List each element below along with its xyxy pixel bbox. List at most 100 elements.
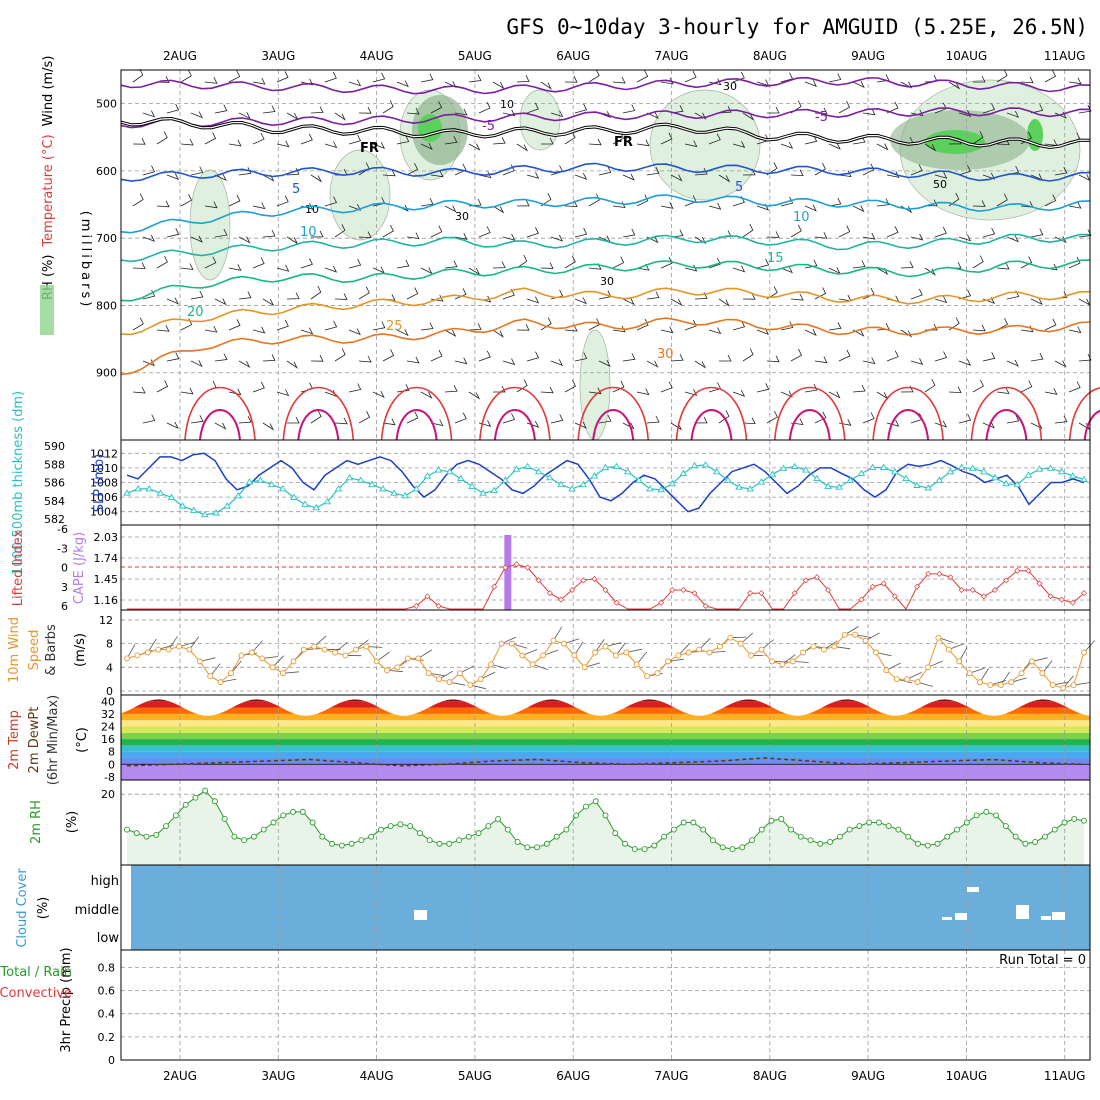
rh-marker xyxy=(602,812,609,819)
wind-barb xyxy=(1030,228,1044,238)
contour-label: -5 xyxy=(482,119,495,134)
wind-barb xyxy=(708,257,721,269)
wind-barb xyxy=(958,234,972,242)
wind-barb xyxy=(550,359,564,367)
thickness-marker xyxy=(123,489,131,496)
pressure-tick-label: 900 xyxy=(96,367,117,380)
lifted-index-marker xyxy=(825,586,832,593)
thickness-tick-label: 590 xyxy=(44,440,65,453)
wind-barb xyxy=(406,287,419,300)
thickness-marker xyxy=(178,502,187,509)
wind-barb xyxy=(804,135,818,145)
wind-barb xyxy=(420,322,434,331)
wind-speed-marker xyxy=(373,658,380,665)
cloud-axis-label: Cloud Cover xyxy=(15,868,30,948)
instability-frame xyxy=(120,524,1091,611)
wind-barb xyxy=(646,291,660,300)
lifted-index-marker xyxy=(535,577,542,584)
wind-barb xyxy=(646,360,659,368)
rh-marker xyxy=(153,831,160,838)
thickness-marker xyxy=(802,466,810,473)
wind-barb xyxy=(742,223,754,238)
rh-marker xyxy=(905,833,912,840)
wind-barb xyxy=(1068,77,1082,85)
temperature-band xyxy=(121,699,1090,702)
wind-speed-marker xyxy=(311,643,318,650)
slp-tick-label: 1012 xyxy=(90,447,118,460)
wind-speed-marker xyxy=(217,679,224,686)
thickness-marker xyxy=(523,462,532,470)
rh-marker xyxy=(983,808,990,815)
wind-barb xyxy=(420,267,433,275)
precip-total-label: Total / Rain xyxy=(0,965,72,980)
temp-tick-label: 40 xyxy=(101,695,115,708)
wind-barb xyxy=(1068,201,1082,209)
rh-marker xyxy=(241,837,248,844)
wind-barb xyxy=(958,165,971,176)
wind-barb xyxy=(454,108,468,116)
wind-barb xyxy=(574,227,588,238)
wind-barb xyxy=(262,354,276,362)
thickness-line xyxy=(126,464,1085,516)
pressure-axis-label: (millibars) xyxy=(78,211,93,310)
thickness-marker xyxy=(345,473,354,481)
wind-barb xyxy=(804,383,818,393)
wind-barb xyxy=(814,356,828,364)
date-axis-top: 2AUG 3AUG 4AUG 5AUG 6AUG 7AUG 8AUG 9AUG 10AUG 11A… xyxy=(163,49,1085,63)
thickness-marker xyxy=(434,466,443,473)
rh-marker xyxy=(954,826,961,833)
rh-marker xyxy=(1081,817,1087,824)
wind-barb xyxy=(156,76,170,83)
wind-tick-label: 12 xyxy=(99,614,113,627)
wind-speed-marker xyxy=(228,670,234,677)
contour-label: 20 xyxy=(187,305,204,320)
wind-barb xyxy=(228,264,242,271)
wind-speed-marker xyxy=(1081,649,1087,656)
wind-barb xyxy=(382,169,396,177)
wind-barb xyxy=(430,349,443,362)
wind-barb xyxy=(876,198,890,207)
temperature-isoline xyxy=(120,259,1091,302)
slp-tick-label: 1008 xyxy=(90,477,118,490)
wind-barb xyxy=(694,360,707,369)
rh-marker xyxy=(719,844,726,851)
lifted-index-tick: -6 xyxy=(57,523,68,536)
lifted-index-marker xyxy=(936,570,943,577)
rh-axis-label: 2m RH xyxy=(29,800,44,844)
rh-marker xyxy=(807,837,814,844)
rh-marker xyxy=(1051,826,1058,833)
temperature-band xyxy=(121,745,1090,752)
thickness-tick-label: 584 xyxy=(44,495,65,508)
wind-barb xyxy=(972,131,984,145)
lifted-index-marker xyxy=(914,583,921,590)
wind-speed-marker xyxy=(321,646,328,653)
thickness-marker xyxy=(957,463,966,470)
rh-marker xyxy=(338,842,345,849)
date-label-bottom: 11AUG xyxy=(1044,1069,1086,1083)
wind-speed-marker xyxy=(633,661,640,668)
rh-marker xyxy=(1041,833,1048,840)
wind-barb xyxy=(372,142,386,150)
pressure-tick-label: 700 xyxy=(96,232,117,245)
wind-barb xyxy=(756,258,770,269)
rh-marker xyxy=(817,840,824,847)
wind-barb xyxy=(828,73,842,83)
wind-speed-marker xyxy=(654,670,661,677)
wind-barb xyxy=(996,69,1008,83)
thickness-marker xyxy=(679,469,688,476)
wind-barb xyxy=(348,79,362,87)
rh-marker xyxy=(690,819,697,826)
wind-barb xyxy=(910,164,923,176)
wind-barb xyxy=(334,417,348,425)
wind-speed-marker xyxy=(602,643,609,650)
wind-speed-marker xyxy=(945,646,952,653)
wind-barb xyxy=(684,140,698,148)
rh-marker xyxy=(895,826,902,833)
wind-barb xyxy=(454,233,468,240)
cape-axis-label: CAPE (J/kg) xyxy=(72,532,87,604)
wind-barb xyxy=(214,173,227,181)
wind-barb xyxy=(348,203,362,211)
wind-speed-marker xyxy=(748,652,755,659)
wind-barb xyxy=(372,321,386,331)
